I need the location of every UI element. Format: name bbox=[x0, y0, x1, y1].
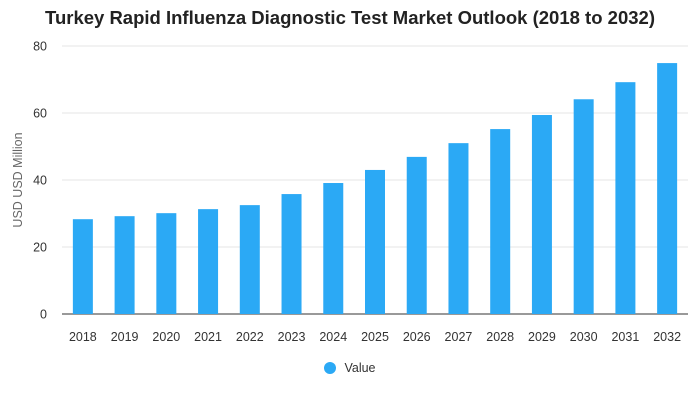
legend: Value bbox=[0, 361, 700, 375]
bar-2027 bbox=[448, 143, 469, 314]
x-tick-label: 2031 bbox=[611, 330, 639, 344]
bar-2032 bbox=[657, 63, 678, 315]
y-tick-label: 20 bbox=[33, 241, 47, 255]
y-tick-label: 0 bbox=[40, 308, 47, 322]
bar-2024 bbox=[323, 183, 344, 314]
legend-swatch bbox=[324, 362, 337, 374]
x-tick-label: 2021 bbox=[194, 330, 222, 344]
legend-label: Value bbox=[344, 361, 376, 375]
x-tick-label: 2025 bbox=[361, 330, 389, 344]
bar-2021 bbox=[198, 209, 219, 314]
bar-2026 bbox=[406, 156, 427, 314]
bar-layer bbox=[72, 63, 678, 315]
x-tick-label: 2027 bbox=[445, 330, 473, 344]
bar-2028 bbox=[490, 129, 511, 314]
bar-2030 bbox=[573, 99, 594, 314]
bar-2018 bbox=[72, 219, 93, 314]
x-tick-label: 2028 bbox=[486, 330, 514, 344]
bar-2020 bbox=[156, 213, 177, 314]
bar-2023 bbox=[281, 194, 302, 314]
x-tick-label: 2024 bbox=[319, 330, 347, 344]
bar-2022 bbox=[239, 205, 260, 314]
chart-title: Turkey Rapid Influenza Diagnostic Test M… bbox=[45, 7, 655, 28]
x-tick-label: 2023 bbox=[278, 330, 306, 344]
bar-2029 bbox=[531, 115, 552, 314]
tick-layer: 0 20 40 60 80 2018 2019 2020 2021 2022 2023 2024 202… bbox=[33, 40, 681, 345]
y-tick-label: 40 bbox=[33, 174, 47, 188]
y-tick-label: 60 bbox=[33, 107, 47, 121]
x-tick-label: 2019 bbox=[111, 330, 139, 344]
x-tick-label: 2026 bbox=[403, 330, 431, 344]
x-tick-label: 2022 bbox=[236, 330, 264, 344]
y-tick-label: 80 bbox=[33, 40, 47, 54]
x-tick-label: 2032 bbox=[653, 330, 681, 344]
x-tick-label: 2029 bbox=[528, 330, 556, 344]
y-axis-title: USD USD Million bbox=[11, 132, 25, 227]
bar-2019 bbox=[114, 216, 135, 314]
bar-2031 bbox=[615, 82, 636, 315]
x-tick-label: 2018 bbox=[69, 330, 97, 344]
x-tick-label: 2020 bbox=[152, 330, 180, 344]
x-tick-label: 2030 bbox=[570, 330, 598, 344]
bar-2025 bbox=[365, 169, 385, 314]
